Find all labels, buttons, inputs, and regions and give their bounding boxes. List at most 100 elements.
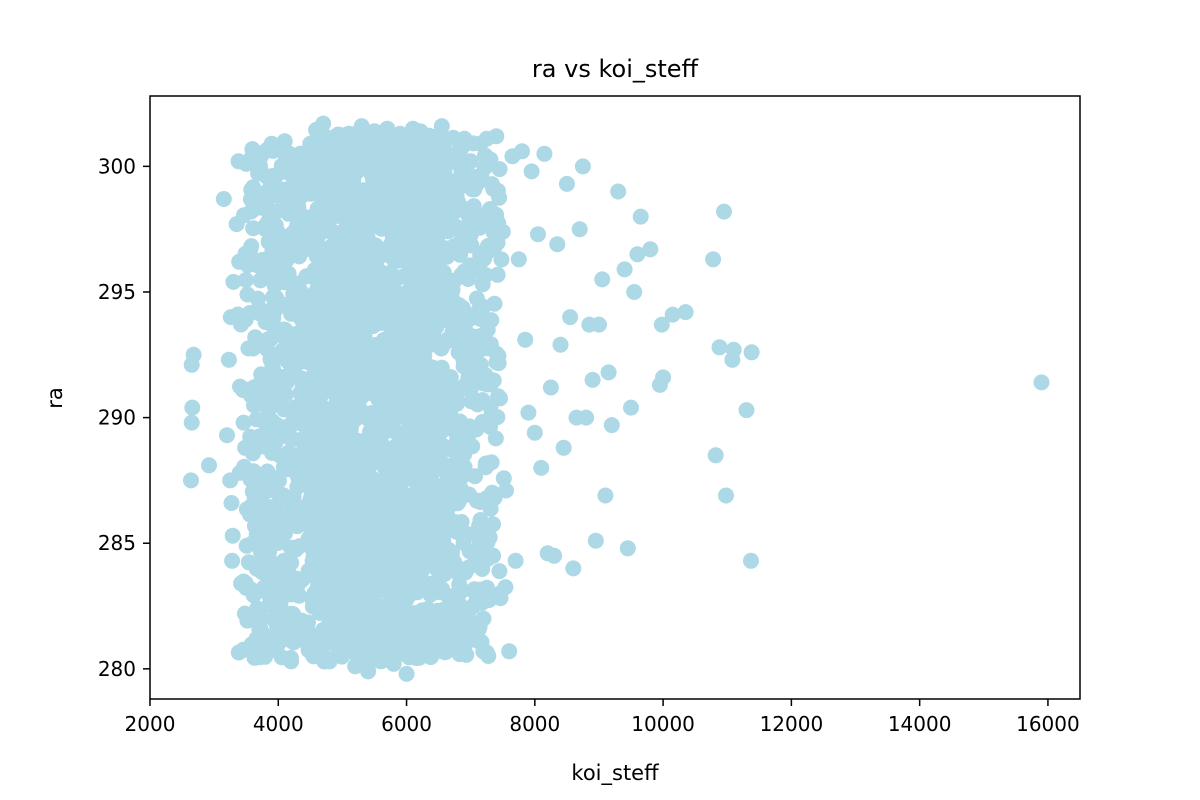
scatter-point (411, 257, 428, 274)
scatter-point (455, 358, 472, 375)
scatter-point (419, 486, 436, 503)
scatter-point (417, 295, 434, 312)
x-axis-ticks: 2000 4000 6000 8000 10000 12000 14000 16000 (125, 699, 1080, 736)
scatter-point (320, 507, 337, 524)
scatter-point (474, 327, 491, 344)
scatter-point (664, 306, 681, 323)
scatter-point (266, 380, 283, 397)
scatter-point (462, 383, 479, 400)
scatter-point (578, 409, 595, 426)
scatter-point (461, 311, 478, 328)
scatter-point (489, 266, 506, 283)
scatter-point (310, 307, 327, 324)
scatter-point (334, 640, 351, 657)
scatter-point (626, 284, 643, 300)
scatter-point (485, 547, 502, 564)
scatter-point (391, 520, 408, 537)
scatter-point (254, 251, 271, 268)
scatter-point (253, 366, 270, 383)
scatter-point (223, 495, 240, 511)
scatter-point (309, 377, 326, 394)
scatter-point (185, 346, 202, 363)
scatter-point (574, 158, 591, 175)
scatter-point (333, 294, 350, 311)
scatter-point (305, 648, 322, 665)
scatter-point (250, 165, 267, 182)
scatter-point (244, 535, 261, 552)
scatter-point (1033, 374, 1050, 391)
scatter-point (440, 223, 457, 240)
scatter-point (399, 265, 416, 282)
y-tick-label: 300 (98, 154, 136, 178)
scatter-point (379, 120, 396, 137)
scatter-point (328, 591, 345, 608)
scatter-point (376, 562, 393, 579)
scatter-point (485, 372, 502, 389)
scatter-point (312, 145, 329, 162)
scatter-point (381, 421, 398, 438)
scatter-point (291, 587, 308, 604)
scatter-point (355, 182, 371, 199)
scatter-point (349, 397, 365, 414)
scatter-point (421, 324, 438, 340)
y-tick-label: 295 (98, 280, 136, 304)
scatter-point (385, 316, 401, 333)
scatter-point (336, 604, 353, 621)
scatter-point (439, 472, 456, 489)
scatter-point (335, 250, 352, 267)
scatter-point (419, 553, 435, 570)
scatter-point (738, 402, 755, 419)
scatter-point (424, 643, 441, 660)
scatter-point (295, 623, 312, 640)
scatter-point (402, 440, 419, 457)
scatter-point (403, 323, 420, 340)
scatter-point (419, 279, 436, 296)
scatter-point (616, 261, 633, 278)
scatter-point (705, 251, 722, 268)
scatter-point (549, 236, 566, 253)
scatter-point (398, 605, 415, 622)
scatter-point (252, 620, 269, 637)
scatter-point (389, 564, 406, 581)
scatter-point (292, 385, 309, 401)
scatter-point (238, 155, 255, 172)
scatter-point (359, 513, 376, 530)
scatter-point (219, 427, 235, 444)
scatter-point (392, 125, 409, 142)
scatter-point (422, 586, 439, 603)
scatter-point (514, 143, 530, 160)
scatter-point (183, 414, 200, 431)
scatter-point (375, 613, 392, 630)
scatter-point (388, 439, 404, 456)
scatter-point (272, 563, 289, 580)
scatter-point (366, 123, 383, 140)
scatter-point (362, 606, 379, 622)
scatter-point (462, 371, 479, 388)
scatter-point (372, 472, 389, 489)
scatter-point (412, 516, 429, 533)
x-tick-label: 10000 (631, 712, 695, 736)
scatter-point (510, 251, 527, 268)
scatter-point (201, 457, 217, 474)
scatter-point (402, 426, 419, 443)
scatter-point (542, 379, 559, 396)
scatter-point (235, 382, 251, 398)
scatter-point (305, 291, 322, 308)
scatter-point (373, 298, 390, 315)
scatter-point (462, 227, 479, 244)
scatter-point (501, 643, 518, 660)
scatter-point (257, 482, 273, 499)
scatter-point (400, 147, 416, 164)
scatter-point (591, 316, 607, 333)
scatter-point (619, 540, 636, 557)
scatter-point (184, 399, 201, 416)
scatter-point (345, 156, 362, 173)
x-tick-label: 6000 (381, 712, 432, 736)
scatter-point (725, 341, 742, 358)
scatter-point (261, 552, 278, 569)
scatter-point (342, 324, 359, 341)
scatter-point (642, 241, 659, 258)
scatter-point (372, 653, 389, 670)
x-tick-label: 2000 (125, 712, 176, 736)
scatter-point (231, 464, 248, 481)
